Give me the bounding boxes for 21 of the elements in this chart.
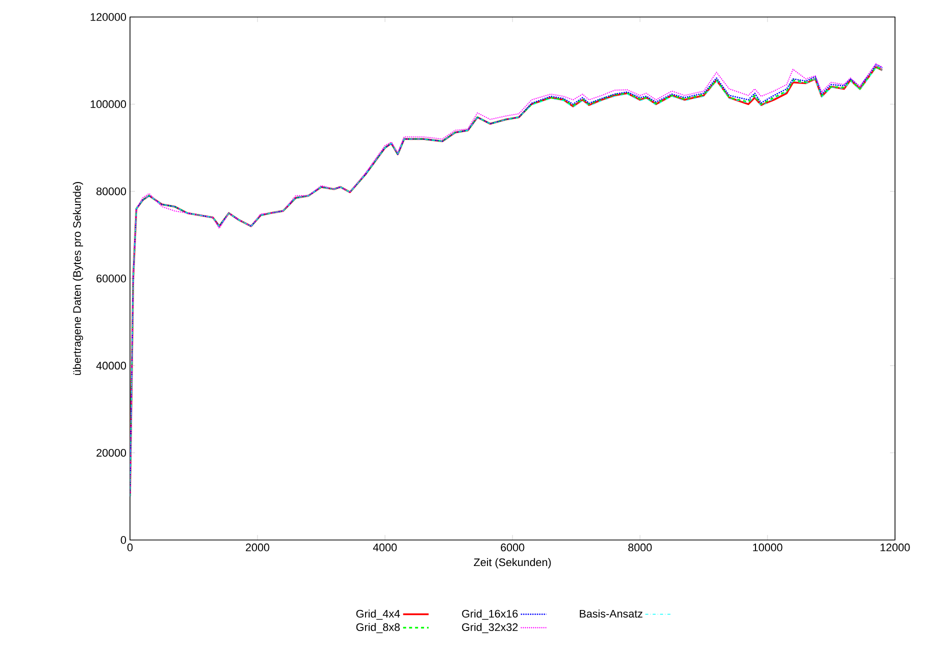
x-tick-label: 8000 <box>628 544 652 552</box>
y-tick-label: 60000 <box>96 274 126 282</box>
y-tick-label: 100000 <box>90 100 126 108</box>
legend-label: Basis-Ansatz <box>580 610 642 618</box>
legend-label: Grid_4x4 <box>356 610 400 620</box>
x-tick-label: 0 <box>127 544 133 552</box>
legend-label: Grid_32x32 <box>462 622 518 634</box>
x-tick-label: 10000 <box>753 544 782 552</box>
y-tick-label: 80000 <box>96 187 126 196</box>
x-axis-title: Zeit (Sekunden) <box>474 558 551 568</box>
y-tick-label: 40000 <box>96 362 126 370</box>
x-tick-label: 6000 <box>500 544 524 552</box>
y-tick-label: 0 <box>120 536 126 544</box>
y-axis-title: übertragene Daten (Bytes pro Sekunde) <box>72 182 84 375</box>
x-tick-label: 2000 <box>246 544 270 552</box>
legend-label: Grid_16x16 <box>462 610 518 620</box>
x-tick-label: 12000 <box>880 544 910 552</box>
x-tick-label: 4000 <box>373 544 397 552</box>
y-tick-label: 120000 <box>90 13 126 21</box>
legend-label: Grid_8x8 <box>356 622 400 634</box>
y-tick-label: 20000 <box>96 448 126 457</box>
